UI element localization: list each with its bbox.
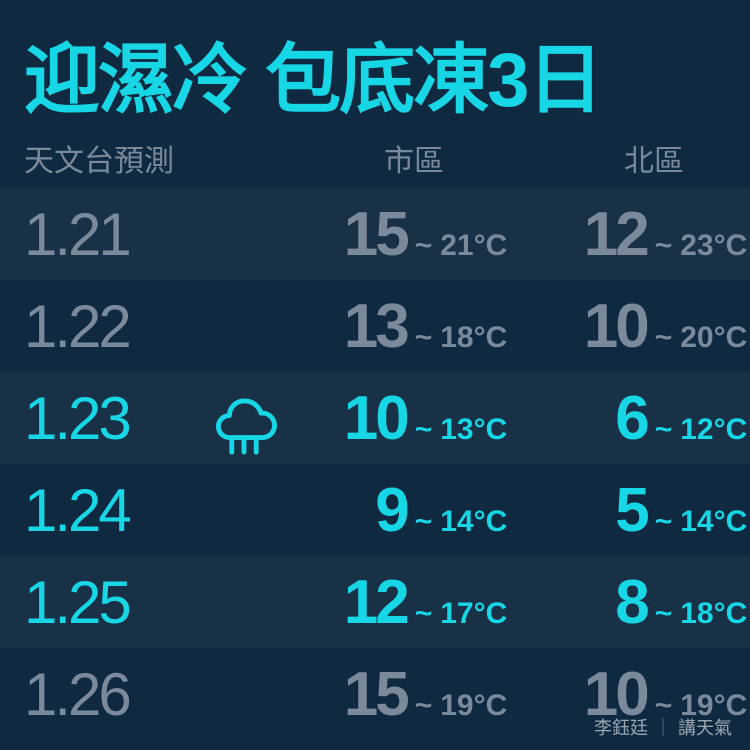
date-cell: 1.23: [24, 384, 194, 453]
low-temp: 15: [321, 659, 407, 730]
low-temp: 12: [561, 199, 647, 270]
high-temp: 21°C: [440, 229, 507, 263]
north-temp-cell: 10~20°C: [534, 291, 750, 362]
date-cell: 1.25: [24, 568, 194, 637]
range-tilde: ~: [415, 689, 433, 723]
range-tilde: ~: [415, 321, 433, 355]
north-temp-cell: 6~12°C: [534, 383, 750, 454]
high-temp: 23°C: [680, 229, 747, 263]
high-temp: 20°C: [680, 321, 747, 355]
range-tilde: ~: [655, 321, 673, 355]
weather-icon-cell: [194, 379, 294, 457]
low-temp: 9: [321, 475, 407, 546]
north-column-label: 北區: [534, 136, 750, 180]
urban-column-label: 市區: [294, 136, 534, 180]
high-temp: 14°C: [680, 505, 747, 539]
range-tilde: ~: [415, 229, 433, 263]
north-temp-cell: 12~23°C: [534, 199, 750, 270]
forecast-row: 1.249~14°C5~14°C: [0, 464, 750, 556]
low-temp: 12: [321, 567, 407, 638]
north-temp-cell: 5~14°C: [534, 475, 750, 546]
credit-column: 講天氣: [678, 718, 732, 738]
forecast-row: 1.2115~21°C12~23°C: [0, 188, 750, 280]
high-temp: 14°C: [440, 505, 507, 539]
high-temp: 18°C: [680, 597, 747, 631]
date-cell: 1.21: [24, 200, 194, 269]
urban-temp-cell: 15~19°C: [294, 659, 534, 730]
high-temp: 18°C: [440, 321, 507, 355]
high-temp: 17°C: [440, 597, 507, 631]
forecast-row: 1.2512~17°C8~18°C: [0, 556, 750, 648]
range-tilde: ~: [415, 413, 433, 447]
low-temp: 15: [321, 199, 407, 270]
range-tilde: ~: [415, 505, 433, 539]
headline: 迎濕冷 包底凍3日: [0, 0, 750, 136]
date-cell: 1.24: [24, 476, 194, 545]
urban-temp-cell: 9~14°C: [294, 475, 534, 546]
range-tilde: ~: [655, 413, 673, 447]
credit-separator: ｜: [648, 718, 678, 738]
rain-icon: [205, 379, 283, 457]
high-temp: 13°C: [440, 413, 507, 447]
forecast-row: 1.2310~13°C6~12°C: [0, 372, 750, 464]
date-cell: 1.22: [24, 292, 194, 361]
urban-temp-cell: 10~13°C: [294, 383, 534, 454]
credit-author: 李鈺廷: [594, 718, 648, 738]
urban-temp-cell: 13~18°C: [294, 291, 534, 362]
forecast-source-label: 天文台預測: [24, 136, 294, 180]
forecast-row: 1.2213~18°C10~20°C: [0, 280, 750, 372]
credit-line: 李鈺廷｜講天氣: [594, 714, 732, 740]
range-tilde: ~: [655, 505, 673, 539]
low-temp: 6: [561, 383, 647, 454]
high-temp: 19°C: [440, 689, 507, 723]
range-tilde: ~: [655, 597, 673, 631]
urban-temp-cell: 15~21°C: [294, 199, 534, 270]
range-tilde: ~: [655, 229, 673, 263]
high-temp: 12°C: [680, 413, 747, 447]
low-temp: 10: [321, 383, 407, 454]
column-headers: 天文台預測 市區 北區: [0, 136, 750, 188]
north-temp-cell: 8~18°C: [534, 567, 750, 638]
urban-temp-cell: 12~17°C: [294, 567, 534, 638]
low-temp: 10: [561, 291, 647, 362]
forecast-table: 1.2115~21°C12~23°C1.2213~18°C10~20°C1.23…: [0, 188, 750, 740]
low-temp: 13: [321, 291, 407, 362]
low-temp: 5: [561, 475, 647, 546]
range-tilde: ~: [415, 597, 433, 631]
low-temp: 8: [561, 567, 647, 638]
date-cell: 1.26: [24, 660, 194, 729]
